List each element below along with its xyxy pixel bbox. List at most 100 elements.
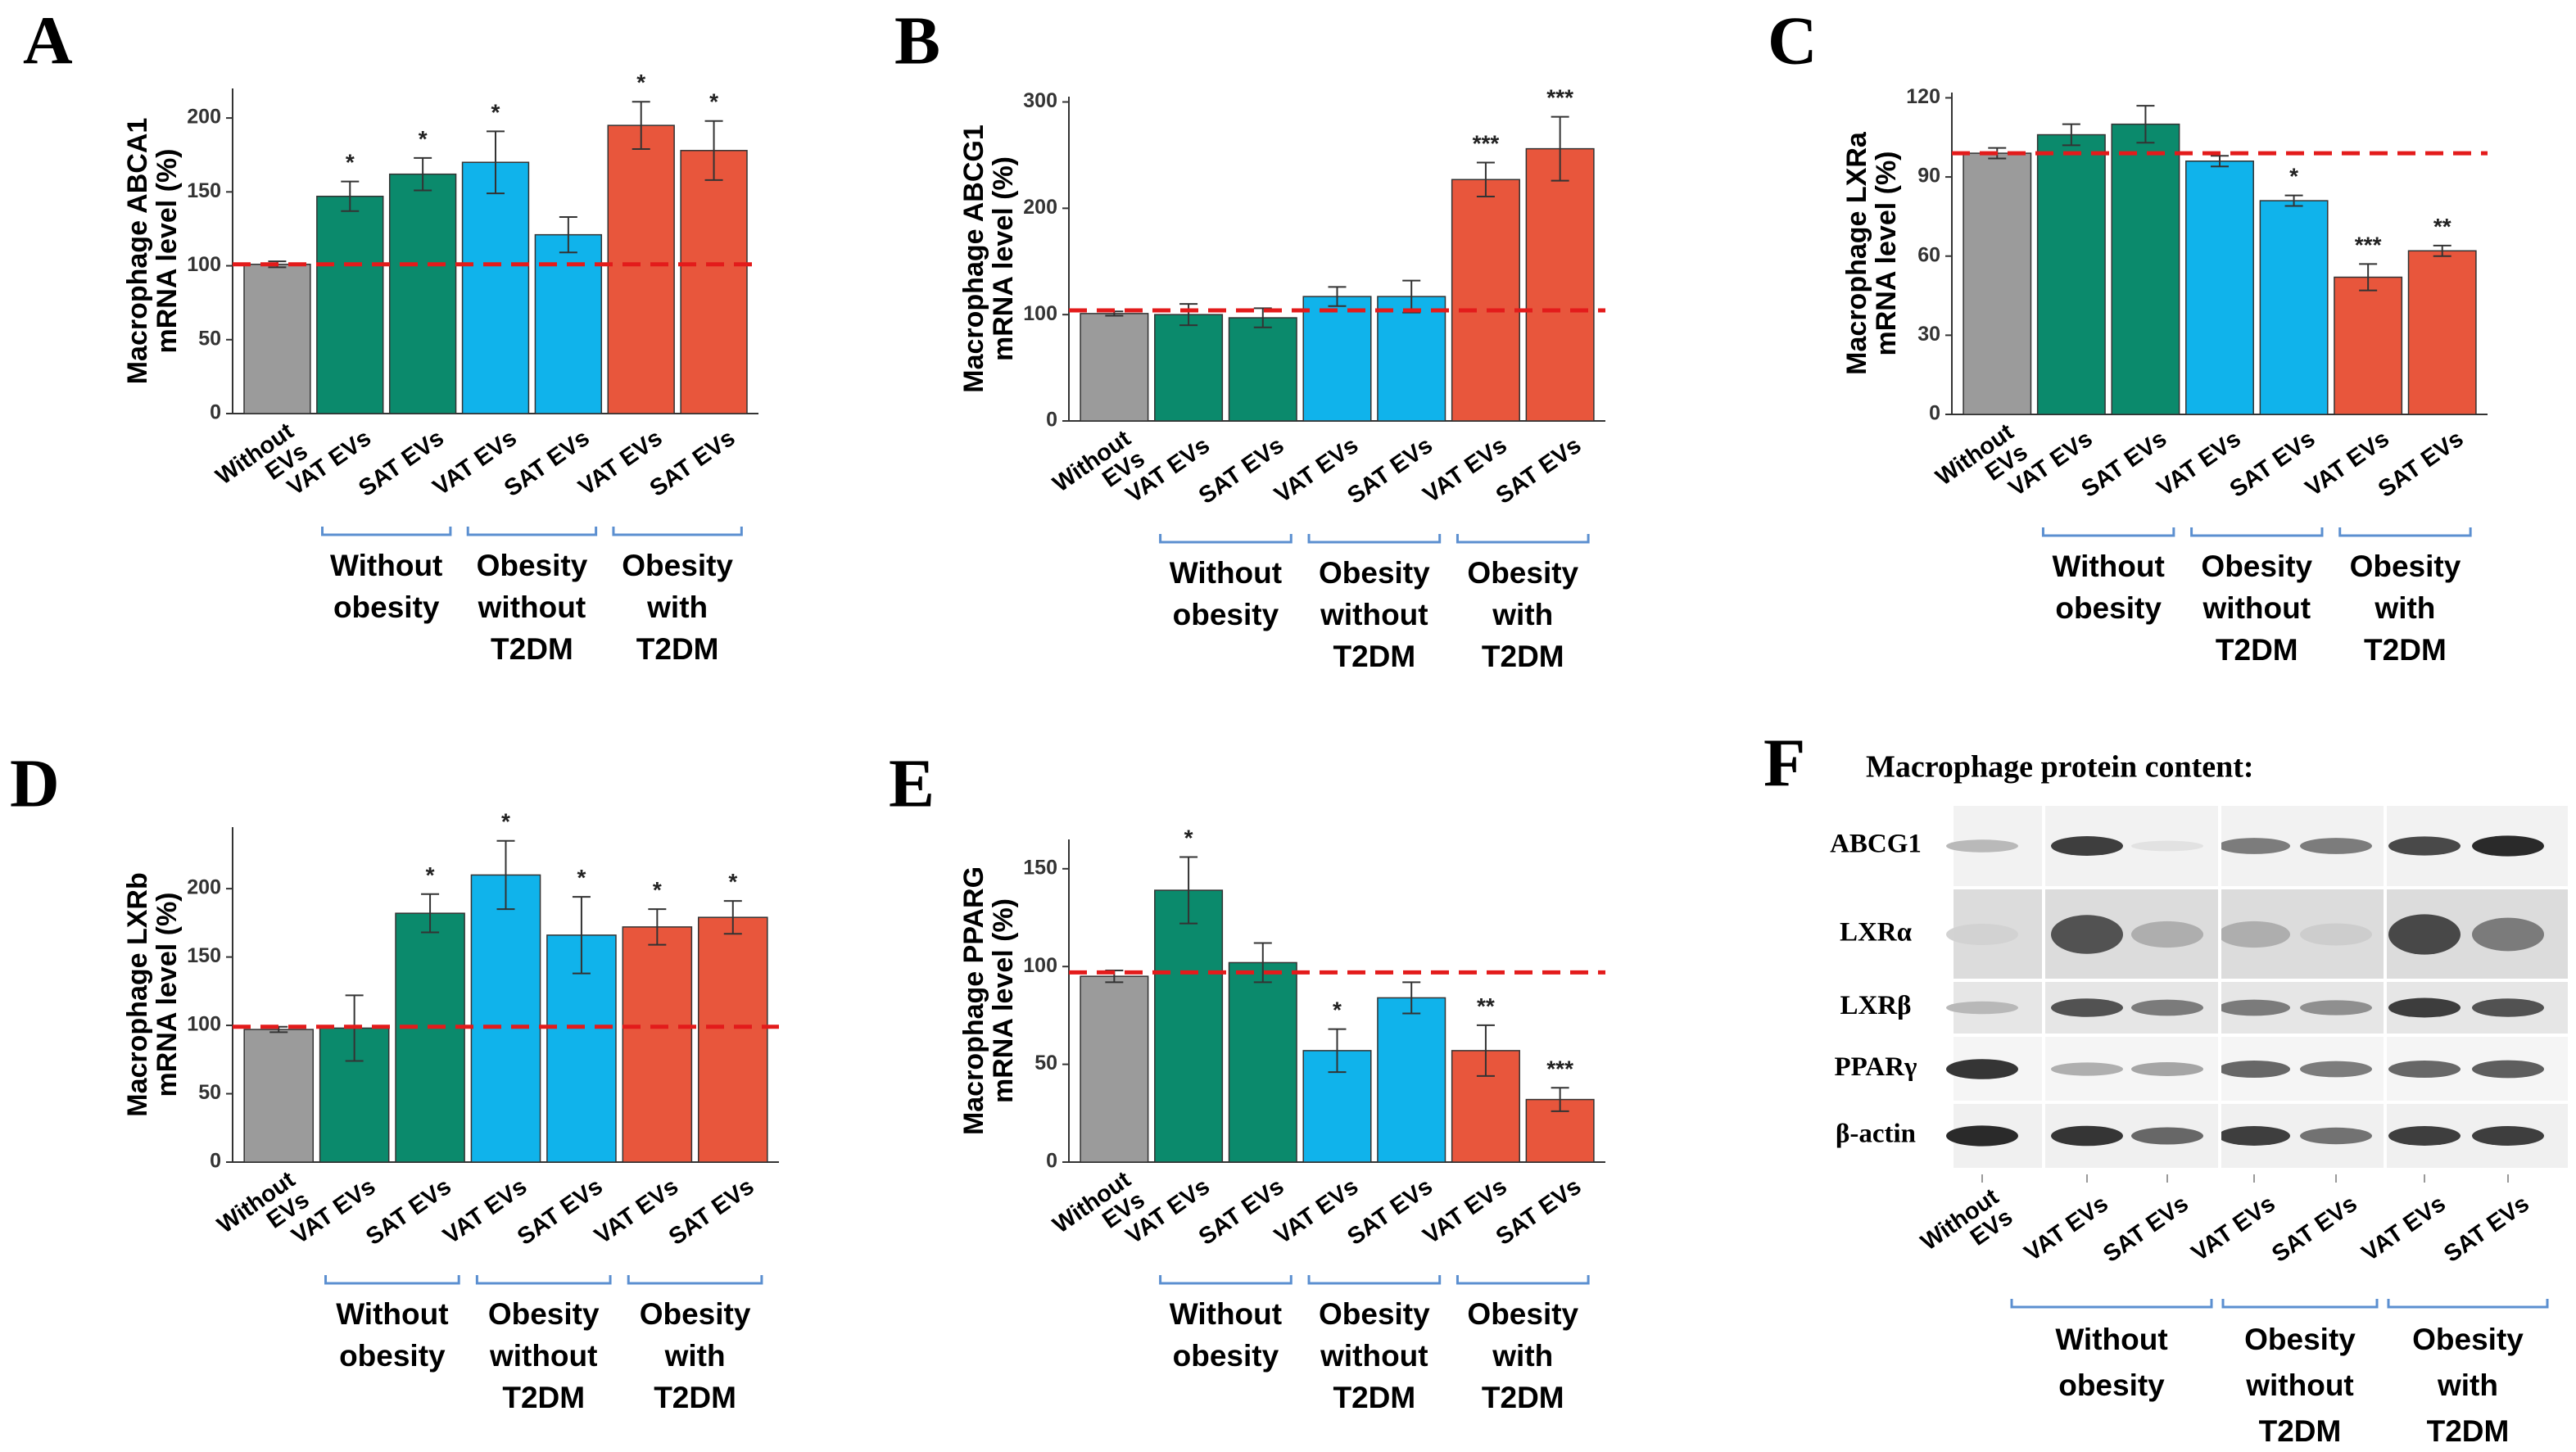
y-tick-label: 200 [1023, 196, 1057, 219]
y-axis-title-line1: Macrophage PPARG [958, 866, 989, 1135]
group-bracket [2387, 1299, 2549, 1309]
group-label-line: without [2245, 1368, 2354, 1402]
group-bracket [1159, 534, 1293, 544]
x-tick-label: VAT EVs [590, 1174, 683, 1250]
y-tick-label: 50 [198, 327, 221, 350]
group-bracket [2010, 1299, 2213, 1309]
y-tick-label: 100 [1023, 302, 1057, 325]
group-bracket [1307, 534, 1442, 544]
blot-band [2131, 1062, 2203, 1076]
group-label-line: Without [1170, 1297, 1282, 1331]
bar [1228, 317, 1297, 422]
y-tick-label: 0 [1046, 409, 1057, 432]
y-tick-label: 150 [187, 179, 221, 202]
y-tick-label: 30 [1917, 323, 1940, 346]
bar [243, 263, 311, 414]
bar [1080, 313, 1149, 422]
blot-band [2218, 838, 2290, 854]
bar [2407, 250, 2477, 415]
x-tick-label: SAT EVs [1194, 432, 1289, 509]
lane-label-text: SAT EVs [2267, 1191, 2362, 1268]
y-tick-label: 200 [187, 876, 221, 899]
panel-letter: A [23, 2, 73, 79]
x-tick-label: SAT EVs [2077, 426, 2172, 503]
group-bracket [1307, 1275, 1442, 1285]
lane-label-text: VAT EVs [2357, 1191, 2451, 1267]
y-axis-title-line2: mRNA level (%) [1871, 151, 1902, 355]
group-bracket [475, 1275, 612, 1285]
group-bracket [627, 1275, 763, 1285]
x-tick-label: VAT EVs [438, 1174, 532, 1250]
group-bracket [2221, 1299, 2379, 1309]
blot-band [2218, 921, 2290, 948]
blot-band [2388, 997, 2461, 1018]
blot-band [2300, 838, 2372, 854]
y-tick-label: 50 [1034, 1052, 1057, 1074]
group-bracket [321, 527, 452, 536]
bar [1302, 296, 1372, 422]
group-bracket [1456, 534, 1590, 544]
group-bracket [1159, 1275, 1293, 1285]
significance-label: * [653, 877, 662, 902]
lane-label-text: SAT EVs [2439, 1191, 2534, 1268]
blot-band [2300, 1127, 2372, 1145]
blot-band [2472, 998, 2544, 1017]
significance-label: * [346, 150, 355, 175]
group-label-line: T2DM [2259, 1414, 2342, 1448]
group-label-line: obesity [1173, 598, 1279, 631]
blot-band [2218, 1126, 2290, 1146]
blot-band [2300, 1000, 2372, 1015]
panel-f-western-blot: F Macrophage protein content: ABCG1 LXRα LXR… [1763, 725, 2568, 1448]
group-label-line: obesity [333, 590, 440, 624]
blot-band [2472, 835, 2544, 857]
protein-label: LXRα [1840, 918, 1913, 948]
y-tick-label: 300 [1023, 89, 1057, 112]
x-tick-label: SAT EVs [1492, 432, 1587, 509]
blot-band [1946, 923, 2018, 946]
bar [1963, 152, 2032, 415]
blot-band [2300, 923, 2372, 946]
group-label-line: obesity [2058, 1368, 2165, 1402]
significance-label: ** [2433, 214, 2452, 239]
group-bracket [2190, 527, 2324, 537]
protein-label: PPARγ [1835, 1052, 1917, 1082]
y-tick-label: 0 [210, 401, 221, 424]
group-label-line: Obesity [622, 549, 733, 582]
protein-label: ABCG1 [1830, 830, 1922, 859]
bar [395, 912, 465, 1163]
panel-letter: E [889, 745, 935, 821]
bar [1228, 961, 1297, 1163]
group-label-line: Obesity [1467, 1297, 1578, 1331]
x-tick-label-text: SAT EVs [664, 1174, 759, 1251]
group-bracket [466, 527, 598, 536]
significance-label: ** [1477, 993, 1495, 1019]
x-tick-label-text: VAT EVs [590, 1174, 683, 1250]
significance-label: * [728, 869, 737, 894]
group-label-line: Obesity [2412, 1323, 2524, 1356]
significance-label: * [709, 89, 718, 115]
blot-band [2300, 1061, 2372, 1078]
lane-label-text: VAT EVs [2187, 1191, 2280, 1267]
bar [622, 926, 693, 1163]
x-tick-label: SAT EVs [1194, 1174, 1289, 1251]
blot-band [2388, 1126, 2461, 1146]
bar [461, 161, 530, 414]
panel-letter: C [1768, 2, 1818, 79]
group-label-line: Without [330, 549, 442, 582]
significance-label: * [491, 99, 500, 124]
group-bracket [1456, 1275, 1590, 1285]
y-axis-title-line2: mRNA level (%) [988, 898, 1019, 1103]
lane-label-text: SAT EVs [2098, 1191, 2193, 1268]
bar [607, 124, 675, 414]
y-axis-title-line1: Macrophage LXRa [1841, 131, 1872, 375]
group-label-line: T2DM [491, 632, 573, 666]
group-label-line: T2DM [1482, 1381, 1564, 1414]
group-label-line: obesity [1173, 1339, 1279, 1373]
bar [1377, 997, 1446, 1163]
